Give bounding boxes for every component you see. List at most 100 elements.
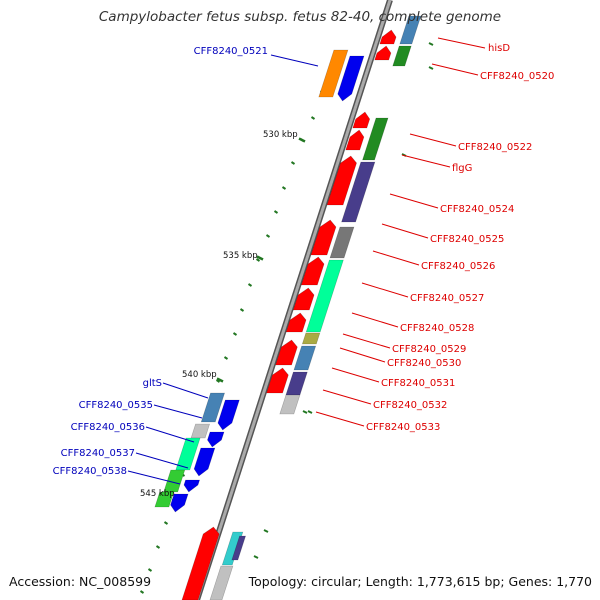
gene-label-forward-leader: [153, 404, 203, 419]
scale-label: 545 kbp: [140, 489, 175, 499]
gene-label-reverse-leader: [315, 411, 365, 427]
scale-tick: [428, 42, 434, 46]
gene-feature: [207, 431, 225, 448]
gene-feature: [181, 526, 220, 600]
gene-label-reverse-leader: [339, 347, 386, 363]
gene-feature: [352, 111, 371, 129]
gene-feature: [217, 399, 240, 431]
gene-labels: CFF8240_0521 gltS CFF8240_0535 CFF8240_0536…: [53, 37, 554, 485]
scale-tick: [232, 332, 238, 336]
scale-tick-major: [216, 377, 224, 383]
scale-tick: [265, 234, 271, 238]
gene-label-reverse: CFF8240_0529: [392, 344, 466, 355]
gene-feature: [329, 226, 355, 259]
scale-tick: [239, 308, 245, 312]
gene-feature: [266, 367, 289, 394]
gene-label-reverse: CFF8240_0525: [430, 234, 504, 245]
gene-label-forward-leader: [145, 426, 195, 443]
gene-label-forward: CFF8240_0535: [79, 400, 153, 411]
scale-tick: [147, 568, 153, 572]
scale-tick: [310, 116, 316, 120]
scale-tick: [223, 356, 229, 360]
gene-feature: [175, 437, 201, 471]
scale-tick: [155, 545, 161, 549]
gene-label-forward: CFF8240_0538: [53, 466, 127, 477]
gene-feature: [163, 469, 186, 493]
scale-tick: [290, 161, 296, 165]
scale-label: 540 kbp: [182, 370, 217, 380]
gene-feature: [374, 45, 392, 61]
gene-label-reverse: CFF8240_0533: [366, 422, 440, 433]
gene-label-reverse-leader: [409, 133, 457, 147]
gene-feature: [326, 155, 357, 206]
gene-label-reverse: CFF8240_0520: [480, 71, 554, 82]
gene-feature: [209, 565, 234, 600]
gene-feature: [275, 339, 298, 366]
genome-summary: Topology: circular; Length: 1,773,615 bp…: [248, 574, 592, 589]
backbone-highlight: [195, 0, 392, 600]
gene-label-forward-leader: [270, 54, 319, 67]
gene-feature: [310, 219, 337, 256]
accession-text: Accession: NC_008599: [9, 574, 152, 589]
gene-label-reverse-leader: [331, 367, 380, 383]
gene-label-forward: CFF8240_0537: [61, 448, 135, 459]
gene-feature: [193, 447, 216, 477]
gene-label-reverse-leader: [351, 312, 399, 328]
scale-tick: [302, 410, 308, 414]
gene-feature: [285, 312, 307, 333]
gene-feature: [292, 287, 315, 311]
gene-feature: [337, 55, 365, 102]
scale-label: 530 kbp: [263, 130, 298, 140]
gene-label-reverse-leader: [437, 37, 486, 49]
scale-tick-major: [298, 137, 306, 143]
gene-feature: [379, 29, 397, 45]
gene-feature: [279, 394, 301, 415]
gene-feature: [170, 493, 189, 513]
gene-label-reverse: hisD: [488, 43, 510, 54]
gene-label-reverse: CFF8240_0526: [421, 261, 495, 272]
scale-tick: [163, 521, 169, 525]
scale-tick: [215, 379, 221, 383]
gene-feature: [341, 161, 376, 223]
gene-label-reverse: CFF8240_0527: [410, 293, 484, 304]
gene-feature: [183, 479, 200, 493]
gene-feature: [285, 371, 308, 396]
gene-label-reverse: CFF8240_0528: [400, 323, 474, 334]
scale-tick: [281, 186, 287, 190]
gene-label-reverse: CFF8240_0524: [440, 204, 514, 215]
gene-label-reverse-leader: [401, 154, 451, 168]
gene-feature: [200, 392, 225, 423]
scale-tick: [139, 590, 145, 594]
scale-tick-major: [256, 255, 264, 261]
gene-label-reverse-leader: [431, 63, 479, 76]
gene-label-forward: gltS: [143, 378, 162, 389]
gene-feature: [345, 129, 365, 151]
scale-labels: 530 kbp 535 kbp 540 kbp 545 kbp: [140, 130, 298, 499]
scale-tick: [247, 283, 253, 287]
gene-label-forward-leader: [162, 382, 209, 399]
scale-tick: [428, 66, 434, 70]
gene-feature: [231, 535, 246, 561]
gene-label-reverse: CFF8240_0530: [387, 358, 461, 369]
gene-feature: [399, 15, 422, 45]
gene-feature: [318, 49, 349, 98]
gene-label-reverse: CFF8240_0531: [381, 378, 455, 389]
scale-tick: [307, 410, 313, 414]
scale-tick: [255, 258, 261, 262]
gene-feature: [190, 423, 211, 439]
gene-feature: [305, 259, 344, 333]
backbone: [194, 0, 393, 600]
scale-tick: [263, 529, 269, 533]
gene-feature: [300, 256, 325, 286]
gene-label-reverse: CFF8240_0522: [458, 142, 532, 153]
scale-label: 535 kbp: [223, 251, 258, 261]
scale-tick: [273, 210, 279, 214]
scale-tick: [253, 555, 259, 559]
gene-label-forward-leader: [135, 452, 189, 469]
gene-label-reverse: flgG: [452, 163, 472, 174]
gene-label-reverse-leader: [381, 223, 429, 239]
gene-feature: [362, 117, 389, 161]
gene-feature: [154, 491, 175, 508]
